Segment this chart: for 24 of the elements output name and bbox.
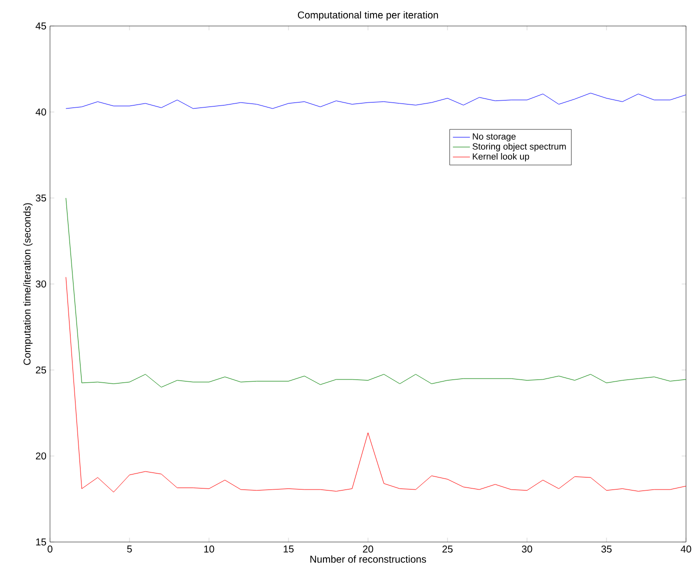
y-tick-label: 40 (36, 108, 46, 116)
y-tick-label: 15 (36, 538, 46, 546)
x-tick-label: 35 (601, 546, 612, 553)
y-tick-label: 20 (36, 452, 46, 460)
x-tick-label: 10 (204, 546, 214, 553)
y-axis-title: Computation time/iteration (seconds) (23, 203, 33, 365)
x-tick-label: 15 (284, 546, 294, 552)
x-tick-label: 40 (680, 546, 692, 553)
chart-title: Computational time per iteration (298, 11, 438, 20)
x-tick-label: 20 (362, 546, 374, 553)
y-tick-label: 45 (36, 22, 46, 30)
y-tick-label: 25 (36, 366, 46, 374)
legend-label: Kernel look up (472, 153, 530, 162)
x-axis-title: Number of reconstructions (310, 555, 426, 563)
y-tick-label: 30 (36, 280, 46, 288)
legend-label: No storage (472, 133, 516, 142)
x-tick-label: 30 (522, 546, 532, 553)
x-tick-label: 5 (127, 546, 132, 552)
x-tick-label: 25 (442, 546, 453, 553)
x-tick-label: 0 (48, 546, 52, 553)
y-tick-label: 35 (36, 194, 46, 202)
line-series (66, 92, 686, 109)
legend-label: Storing object spectrum (472, 143, 566, 152)
line-series (66, 276, 686, 492)
